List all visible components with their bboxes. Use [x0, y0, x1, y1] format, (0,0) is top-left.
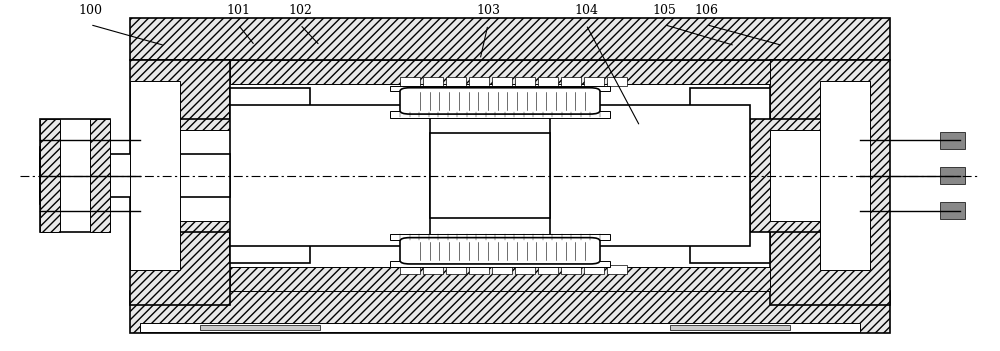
Bar	[670, 325, 790, 330]
Bar	[430, 133, 550, 218]
Bar	[515, 77, 535, 86]
Bar	[492, 265, 512, 274]
Bar	[538, 265, 558, 274]
Text: 105: 105	[652, 4, 676, 17]
Bar	[840, 200, 860, 207]
Bar	[840, 158, 860, 165]
Bar	[550, 105, 750, 246]
Bar	[200, 325, 320, 330]
Bar	[446, 265, 466, 274]
Text: 100: 100	[78, 4, 102, 17]
Bar	[561, 265, 581, 274]
Bar	[390, 111, 610, 118]
Text: 101: 101	[226, 4, 250, 17]
Bar	[515, 265, 535, 274]
Bar	[130, 81, 180, 270]
Bar	[400, 265, 420, 274]
Bar	[140, 144, 160, 151]
Bar	[690, 88, 770, 263]
Bar	[140, 323, 860, 332]
Bar	[584, 265, 604, 274]
Bar	[130, 60, 230, 305]
Bar	[140, 186, 160, 193]
Bar	[40, 119, 110, 232]
Bar	[820, 81, 870, 270]
Bar	[940, 167, 965, 184]
Bar	[840, 186, 860, 193]
Bar	[40, 119, 60, 232]
Bar	[607, 77, 627, 86]
FancyBboxPatch shape	[400, 238, 600, 264]
Bar	[230, 88, 310, 263]
Bar	[750, 119, 850, 232]
Bar	[469, 265, 489, 274]
FancyBboxPatch shape	[400, 88, 600, 114]
Text: 102: 102	[288, 4, 312, 17]
Bar	[390, 234, 610, 240]
Bar	[170, 130, 230, 221]
Bar	[840, 130, 860, 137]
Bar	[770, 130, 830, 221]
Bar	[230, 267, 770, 291]
Bar	[390, 261, 610, 267]
Bar	[140, 158, 160, 165]
Bar	[770, 60, 890, 305]
Bar	[423, 77, 443, 86]
Bar	[40, 154, 230, 197]
Bar	[492, 77, 512, 86]
Bar	[607, 265, 627, 274]
Text: 103: 103	[476, 4, 500, 17]
Bar	[150, 119, 250, 232]
Bar	[940, 132, 965, 149]
Bar	[840, 172, 860, 179]
Bar	[538, 77, 558, 86]
Bar	[840, 214, 860, 221]
Bar	[469, 77, 489, 86]
Bar	[446, 77, 466, 86]
Bar	[130, 18, 890, 60]
Bar	[40, 147, 90, 204]
Text: 104: 104	[574, 4, 598, 17]
Bar	[561, 77, 581, 86]
Text: 106: 106	[694, 4, 718, 17]
Bar	[390, 86, 610, 91]
Bar	[140, 130, 160, 137]
Bar	[140, 214, 160, 221]
Bar	[130, 291, 890, 333]
Bar	[584, 77, 604, 86]
Bar	[90, 119, 110, 232]
Bar	[230, 105, 430, 246]
Bar	[940, 202, 965, 219]
Bar	[423, 265, 443, 274]
Bar	[230, 60, 770, 84]
Bar	[140, 200, 160, 207]
Bar	[400, 77, 420, 86]
Bar	[840, 144, 860, 151]
Bar	[140, 172, 160, 179]
